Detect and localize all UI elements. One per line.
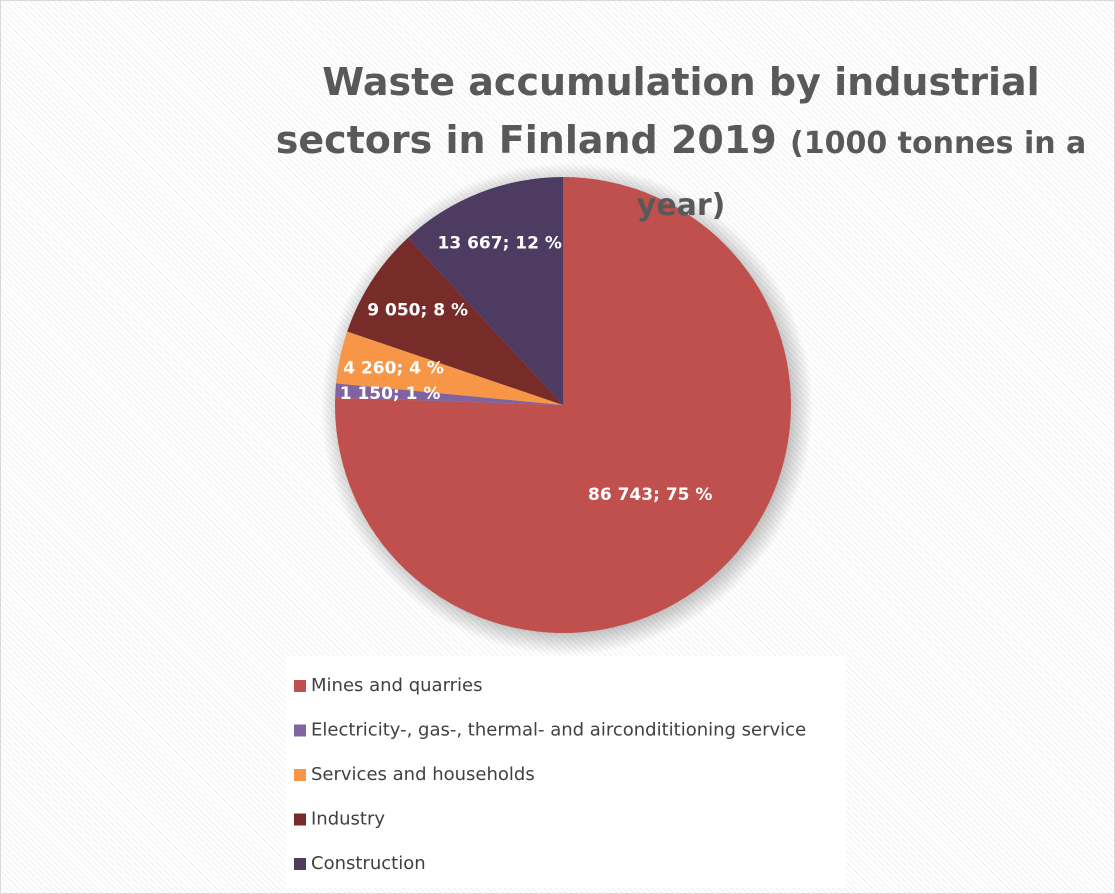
legend-label: Electricity-, gas-, thermal- and aircond… xyxy=(311,720,806,741)
legend-label: Mines and quarries xyxy=(311,675,483,696)
legend-swatch xyxy=(294,813,306,826)
legend-swatch xyxy=(294,769,306,781)
subtitle-text: (1000 tonnes in a year) xyxy=(636,126,1087,223)
pie-slice xyxy=(335,177,792,634)
chart-title: Waste accumulation by industrial sectors… xyxy=(271,53,1091,235)
legend-swatch xyxy=(294,680,306,692)
data-label: 86 743; 75 % xyxy=(588,485,712,505)
legend-label: Construction xyxy=(311,853,426,874)
title-text: Waste accumulation by industrial sectors… xyxy=(275,60,1040,162)
legend-label: Industry xyxy=(311,809,385,830)
data-label: 4 260; 4 % xyxy=(343,359,444,379)
legend-label: Services and households xyxy=(311,764,535,785)
data-label: 13 667; 12 % xyxy=(438,234,562,254)
data-label: 9 050; 8 % xyxy=(367,301,468,321)
data-label: 1 150; 1 % xyxy=(340,384,441,404)
pie-slice xyxy=(336,331,563,405)
legend-swatch xyxy=(294,858,306,870)
pie-slice xyxy=(347,237,563,405)
pie-slice xyxy=(407,177,563,405)
pie-slice xyxy=(335,383,563,405)
legend-box xyxy=(286,656,846,888)
legend-swatch xyxy=(294,724,306,737)
